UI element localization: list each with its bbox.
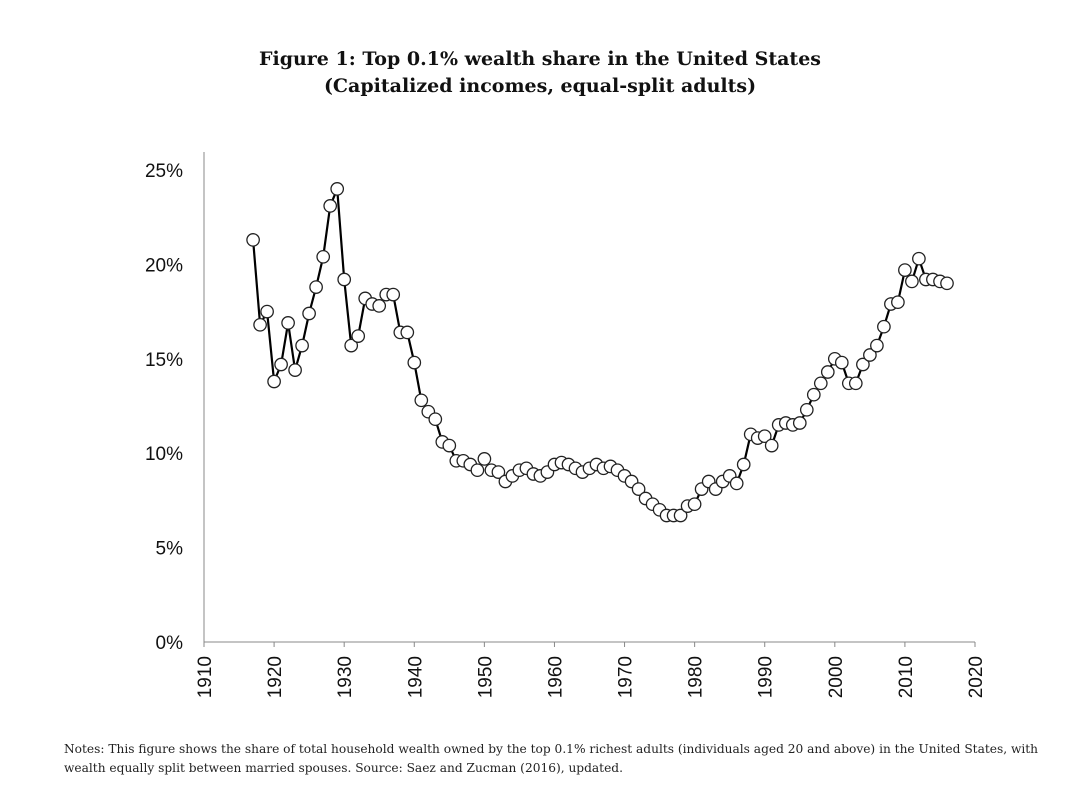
chart-subtitle: (Capitalized incomes, equal-split adults… (323, 75, 757, 97)
data-point (799, 402, 814, 417)
x-tick-label: 1960 (545, 656, 566, 698)
y-tick-label: 15% (145, 350, 183, 371)
data-point (856, 357, 870, 372)
data-point (260, 304, 274, 319)
x-tick-label: 1940 (405, 656, 426, 698)
x-tick-label: 1920 (265, 656, 286, 698)
data-point (428, 412, 443, 427)
x-tick-label: 1930 (335, 656, 356, 698)
data-point (288, 363, 302, 377)
y-tick-label: 10% (145, 444, 183, 465)
data-point (337, 272, 352, 287)
y-axis-ticks: 0% 5% 10% 15% 20% 25% (145, 161, 183, 654)
data-point (302, 306, 316, 321)
data-point (631, 482, 646, 496)
data-point (344, 338, 359, 353)
data-point (848, 376, 863, 391)
data-point (470, 463, 485, 478)
data-point (877, 319, 891, 334)
data-point (912, 251, 926, 266)
x-tick-label: 2000 (826, 656, 847, 698)
data-point (813, 376, 828, 391)
data-point (806, 387, 821, 402)
data-point (905, 274, 919, 289)
data-point (400, 325, 415, 340)
data-point (729, 476, 744, 491)
data-point (820, 365, 835, 379)
data-point (351, 329, 366, 343)
data-point (309, 280, 323, 294)
data-point (246, 233, 260, 247)
data-point (891, 295, 905, 310)
y-tick-label: 25% (145, 161, 183, 182)
data-point (491, 465, 506, 479)
data-point (477, 452, 492, 466)
data-point (736, 457, 751, 472)
data-point (898, 263, 912, 277)
data-point (940, 276, 954, 291)
x-tick-label: 1970 (616, 656, 637, 698)
data-point (253, 317, 267, 332)
line-chart: 0% 5% 10% 15% 20% 25% 1910 1920 1930 1940 1950 196… (145, 152, 987, 698)
x-tick-label: 1990 (756, 656, 777, 698)
data-point (414, 393, 429, 408)
data-point (330, 182, 345, 196)
data-point (267, 374, 281, 389)
chart-title-block: Figure 1: Top 0.1% wealth share in the U… (0, 46, 1080, 100)
x-tick-label: 1910 (195, 656, 216, 698)
data-point (316, 249, 331, 264)
data-point (274, 357, 288, 372)
data-point (870, 338, 884, 353)
data-point (386, 287, 401, 302)
x-axis-ticks: 1910 1920 1930 1940 1950 1960 1970 1980 1990 2000… (195, 642, 987, 698)
data-point (442, 438, 457, 453)
data-point (673, 508, 688, 523)
data-point (407, 355, 422, 370)
data-point (687, 497, 702, 512)
y-tick-label: 0% (156, 633, 184, 654)
y-tick-label: 5% (156, 539, 184, 560)
data-point (757, 429, 772, 444)
data-point (372, 299, 387, 313)
x-tick-label: 1980 (686, 656, 707, 698)
data-point (323, 199, 338, 213)
data-point (295, 338, 309, 353)
x-tick-label: 1950 (475, 656, 496, 698)
x-tick-label: 2010 (896, 656, 917, 698)
series-layer (246, 182, 954, 523)
data-point (863, 348, 877, 362)
data-point (764, 438, 779, 453)
chart-title: Figure 1: Top 0.1% wealth share in the U… (258, 48, 821, 70)
axes (203, 152, 975, 643)
figure-notes: Notes: This figure shows the share of to… (64, 742, 1039, 775)
data-point (834, 355, 849, 370)
data-point (792, 416, 807, 430)
y-tick-label: 20% (145, 255, 183, 276)
data-point (281, 316, 295, 330)
x-tick-label: 2020 (966, 656, 987, 698)
